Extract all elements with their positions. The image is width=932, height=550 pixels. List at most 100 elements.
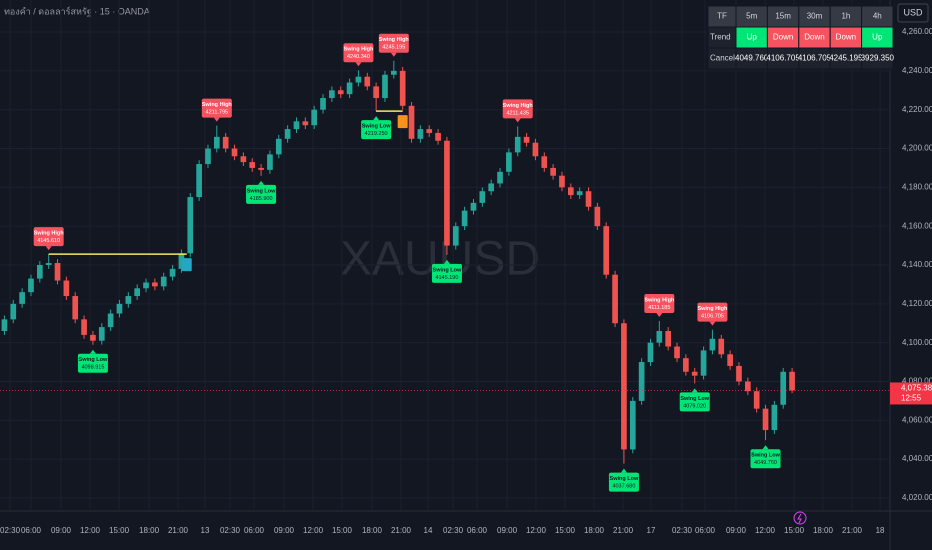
candle-body <box>683 358 689 372</box>
swing-label <box>697 302 728 322</box>
x-tick-label: 09:00 <box>51 526 72 535</box>
table-header: 5m <box>746 12 757 21</box>
table-cell-text: 4106.705 <box>798 54 832 63</box>
last-price-label: 4,075.380 <box>901 384 932 393</box>
table-cell-text: 4106.705 <box>766 54 800 63</box>
candle-body <box>258 167 264 170</box>
candle-body <box>426 129 433 133</box>
swing-label <box>644 293 675 313</box>
swing-value: 4219.250 <box>365 131 388 137</box>
candle-body <box>302 121 309 126</box>
candle-body <box>417 129 424 139</box>
x-tick-label: 06:00 <box>467 526 488 535</box>
candle-body <box>28 278 34 293</box>
candle-body <box>408 105 415 139</box>
y-tick-label: 4,220.000 <box>902 105 932 114</box>
swing-label <box>502 99 533 119</box>
candle-body <box>1 319 8 332</box>
candle-body <box>629 400 636 450</box>
candle-body <box>523 136 530 143</box>
swing-value: 4240.340 <box>347 54 370 60</box>
candle-body <box>249 162 256 168</box>
candle-body <box>559 175 565 188</box>
swing-value: 4145.610 <box>37 238 60 244</box>
x-tick-label: 15:00 <box>109 526 130 535</box>
y-tick-label: 4,240.000 <box>902 66 932 75</box>
x-tick-label: 15:00 <box>555 526 576 535</box>
x-tick-label: 06:00 <box>695 526 716 535</box>
candle-body <box>691 371 698 376</box>
swing-kind: Swing High <box>379 37 410 43</box>
candle-body <box>320 98 326 110</box>
table-cell-text: Down <box>836 33 856 42</box>
x-tick-label: 09:00 <box>497 526 518 535</box>
x-tick-label: 02:30 <box>0 526 21 535</box>
table-header: 15m <box>775 12 791 21</box>
swing-pointer <box>620 468 627 473</box>
swing-label <box>750 449 781 469</box>
currency: USD <box>903 7 923 17</box>
x-tick-label: 18:00 <box>813 526 834 535</box>
candle-body <box>736 365 742 382</box>
table-cell-text: 4245.195 <box>829 54 863 63</box>
candle-body <box>72 296 79 320</box>
x-tick-label: 12:00 <box>303 526 324 535</box>
y-tick-label: 4,200.000 <box>902 144 932 153</box>
candle-body <box>81 319 87 335</box>
swing-value: 4211.435 <box>506 110 529 116</box>
candle-body <box>514 136 521 153</box>
swing-label <box>77 353 108 373</box>
swing-value: 4111.185 <box>648 305 670 311</box>
candle-body <box>399 70 406 106</box>
candle-body <box>160 276 167 287</box>
table-header: TF <box>717 12 727 21</box>
candle-body <box>213 136 220 149</box>
candle-body <box>382 74 388 99</box>
swing-pointer <box>258 180 265 185</box>
event-icon[interactable] <box>793 511 807 525</box>
candle-body <box>709 338 716 351</box>
table-cell-text: 4049.760 <box>735 54 769 63</box>
x-tick-label: 14 <box>424 526 433 535</box>
candle-body <box>125 296 132 304</box>
candle-body <box>19 292 25 304</box>
y-tick-label: 4,020.000 <box>902 493 932 502</box>
candle-body <box>45 263 52 265</box>
swing-value: 4079.020 <box>683 403 706 409</box>
x-tick-label: 09:00 <box>726 526 747 535</box>
swing-value: 4245.195 <box>382 45 405 51</box>
candle-body <box>585 191 592 207</box>
candle-body <box>435 132 441 141</box>
table-header: 4h <box>873 12 882 21</box>
swing-pointer <box>443 259 450 264</box>
swing-kind: Swing High <box>202 102 233 108</box>
swing-value: 4145.190 <box>435 275 458 281</box>
candle-body <box>444 140 450 246</box>
candle-body <box>612 274 618 324</box>
currency-button[interactable] <box>897 3 929 23</box>
y-tick-label: 4,120.000 <box>902 299 932 308</box>
y-tick-label: 4,040.000 <box>902 454 932 463</box>
candle-body <box>329 90 335 99</box>
candle-body <box>541 156 548 168</box>
swing-pointer <box>89 349 96 354</box>
candle-body <box>90 334 96 341</box>
candle-body <box>771 404 778 431</box>
candle-body <box>638 362 645 401</box>
swing-label <box>378 33 409 53</box>
candle-body <box>550 167 556 176</box>
candle-body <box>603 226 610 275</box>
x-tick-label: 21:00 <box>391 526 412 535</box>
candle-body <box>789 371 795 391</box>
candle-body <box>470 202 477 211</box>
candle-body <box>54 263 61 281</box>
x-tick-label: 02:30 <box>220 526 241 535</box>
swing-kind: Swing High <box>343 47 374 53</box>
x-tick-label: 17 <box>647 526 656 535</box>
candle-body <box>107 313 114 328</box>
candle-body <box>727 354 733 366</box>
candle-body <box>311 109 318 126</box>
swing-kind: Swing Low <box>362 124 391 130</box>
